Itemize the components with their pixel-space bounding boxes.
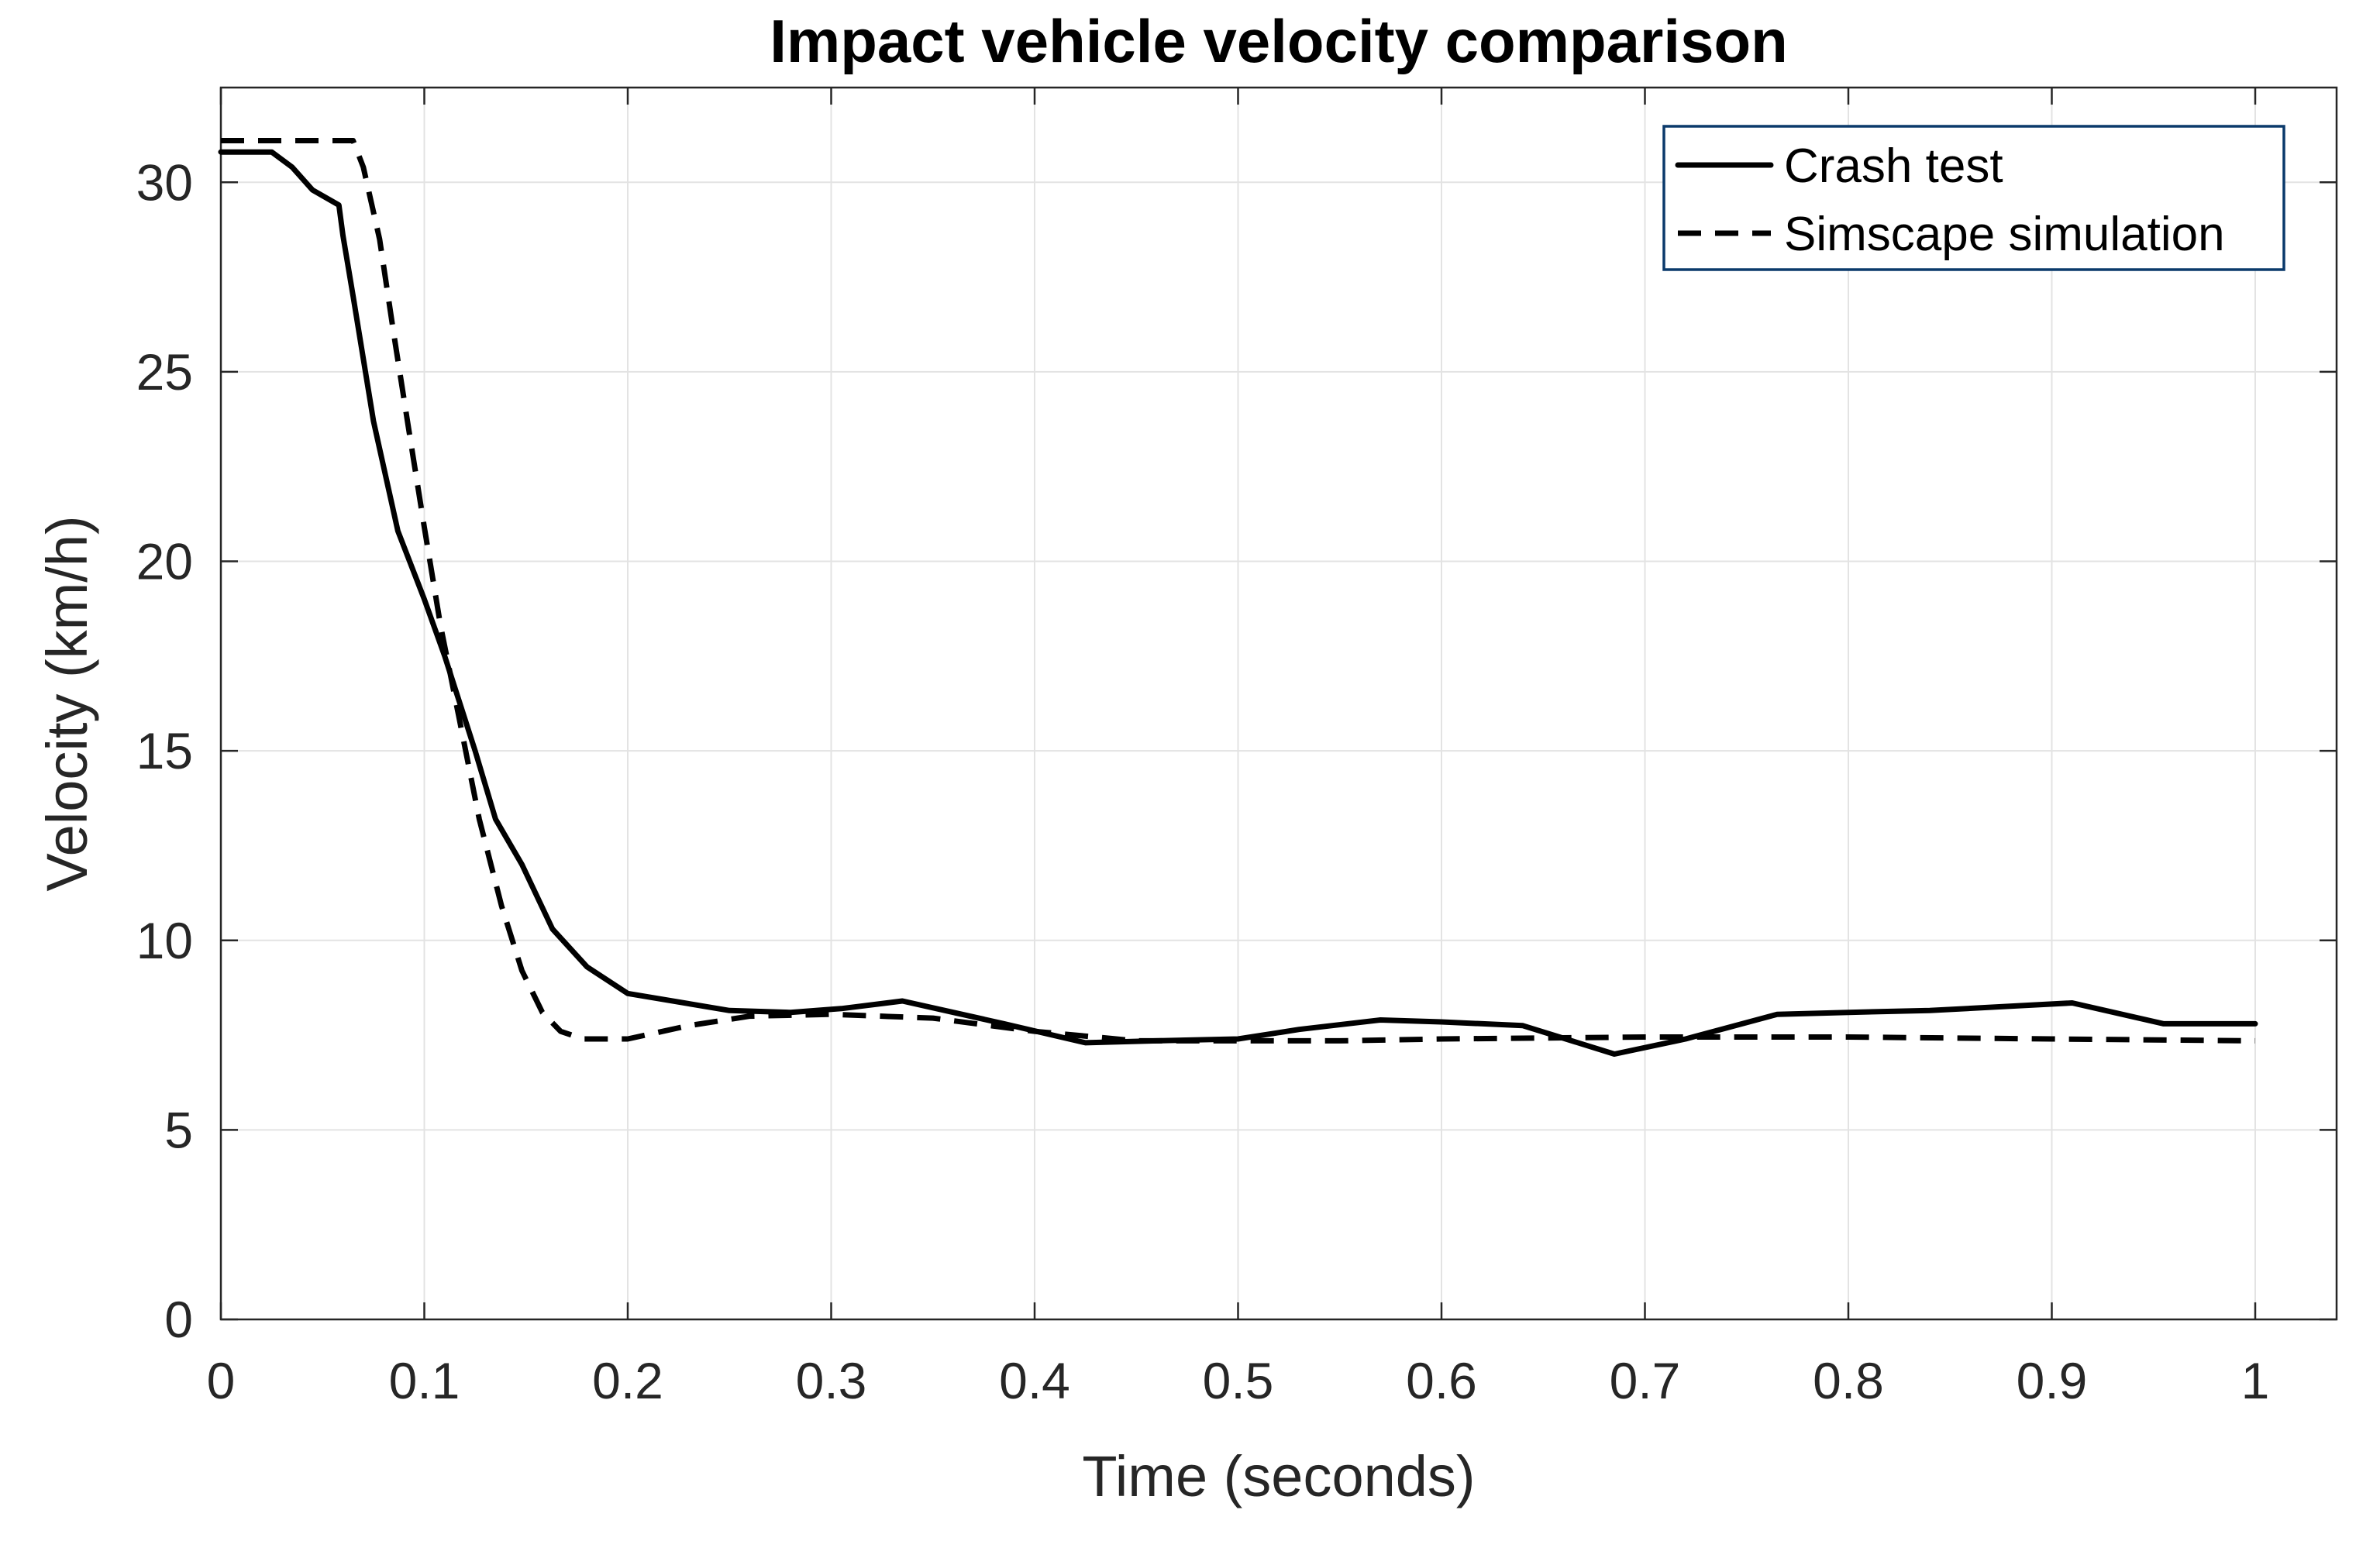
x-tick-label: 0.4 — [999, 1352, 1070, 1409]
legend: Crash test Simscape simulation — [1662, 125, 2285, 271]
x-tick-label: 0.9 — [2017, 1352, 2088, 1409]
x-tick-label: 0.7 — [1610, 1352, 1681, 1409]
y-tick-labels: 0 5 10 15 20 25 30 — [136, 153, 193, 1348]
x-tick-label: 0.1 — [389, 1352, 460, 1409]
y-axis-label: Velocity (km/h) — [35, 515, 99, 891]
legend-box — [1662, 125, 2285, 271]
x-tick-label: 0 — [207, 1352, 236, 1409]
y-tick-label: 0 — [164, 1291, 193, 1348]
legend-label-crash-test: Crash test — [1784, 139, 2003, 193]
x-tick-label: 1 — [2241, 1352, 2270, 1409]
y-tick-label: 10 — [136, 912, 193, 969]
y-tick-label: 30 — [136, 153, 193, 211]
x-tick-labels: 0 0.1 0.2 0.3 0.4 0.5 0.6 0.7 0.8 0.9 1 — [207, 1352, 2270, 1409]
x-tick-label: 0.8 — [1813, 1352, 1884, 1409]
simscape-simulation-line — [221, 138, 2256, 1044]
x-tick-label: 0.3 — [796, 1352, 867, 1409]
y-tick-label: 20 — [136, 533, 193, 590]
crash-test-line — [218, 149, 2258, 1057]
y-tick-label: 25 — [136, 343, 193, 401]
y-tick-label: 15 — [136, 722, 193, 779]
plot-frame — [219, 86, 2338, 1321]
x-tick-label: 0.2 — [592, 1352, 663, 1409]
x-tick-label: 0.6 — [1406, 1352, 1477, 1409]
x-axis-label: Time (seconds) — [1082, 1444, 1475, 1508]
tick-marks — [219, 88, 2337, 1321]
legend-label-simscape-simulation: Simscape simulation — [1784, 208, 2225, 261]
x-tick-label: 0.5 — [1203, 1352, 1274, 1409]
chart-title: Impact vehicle velocity comparison — [770, 7, 1788, 75]
grid-lines — [220, 88, 2337, 1320]
series-lines — [218, 138, 2258, 1057]
y-tick-label: 5 — [164, 1101, 193, 1158]
